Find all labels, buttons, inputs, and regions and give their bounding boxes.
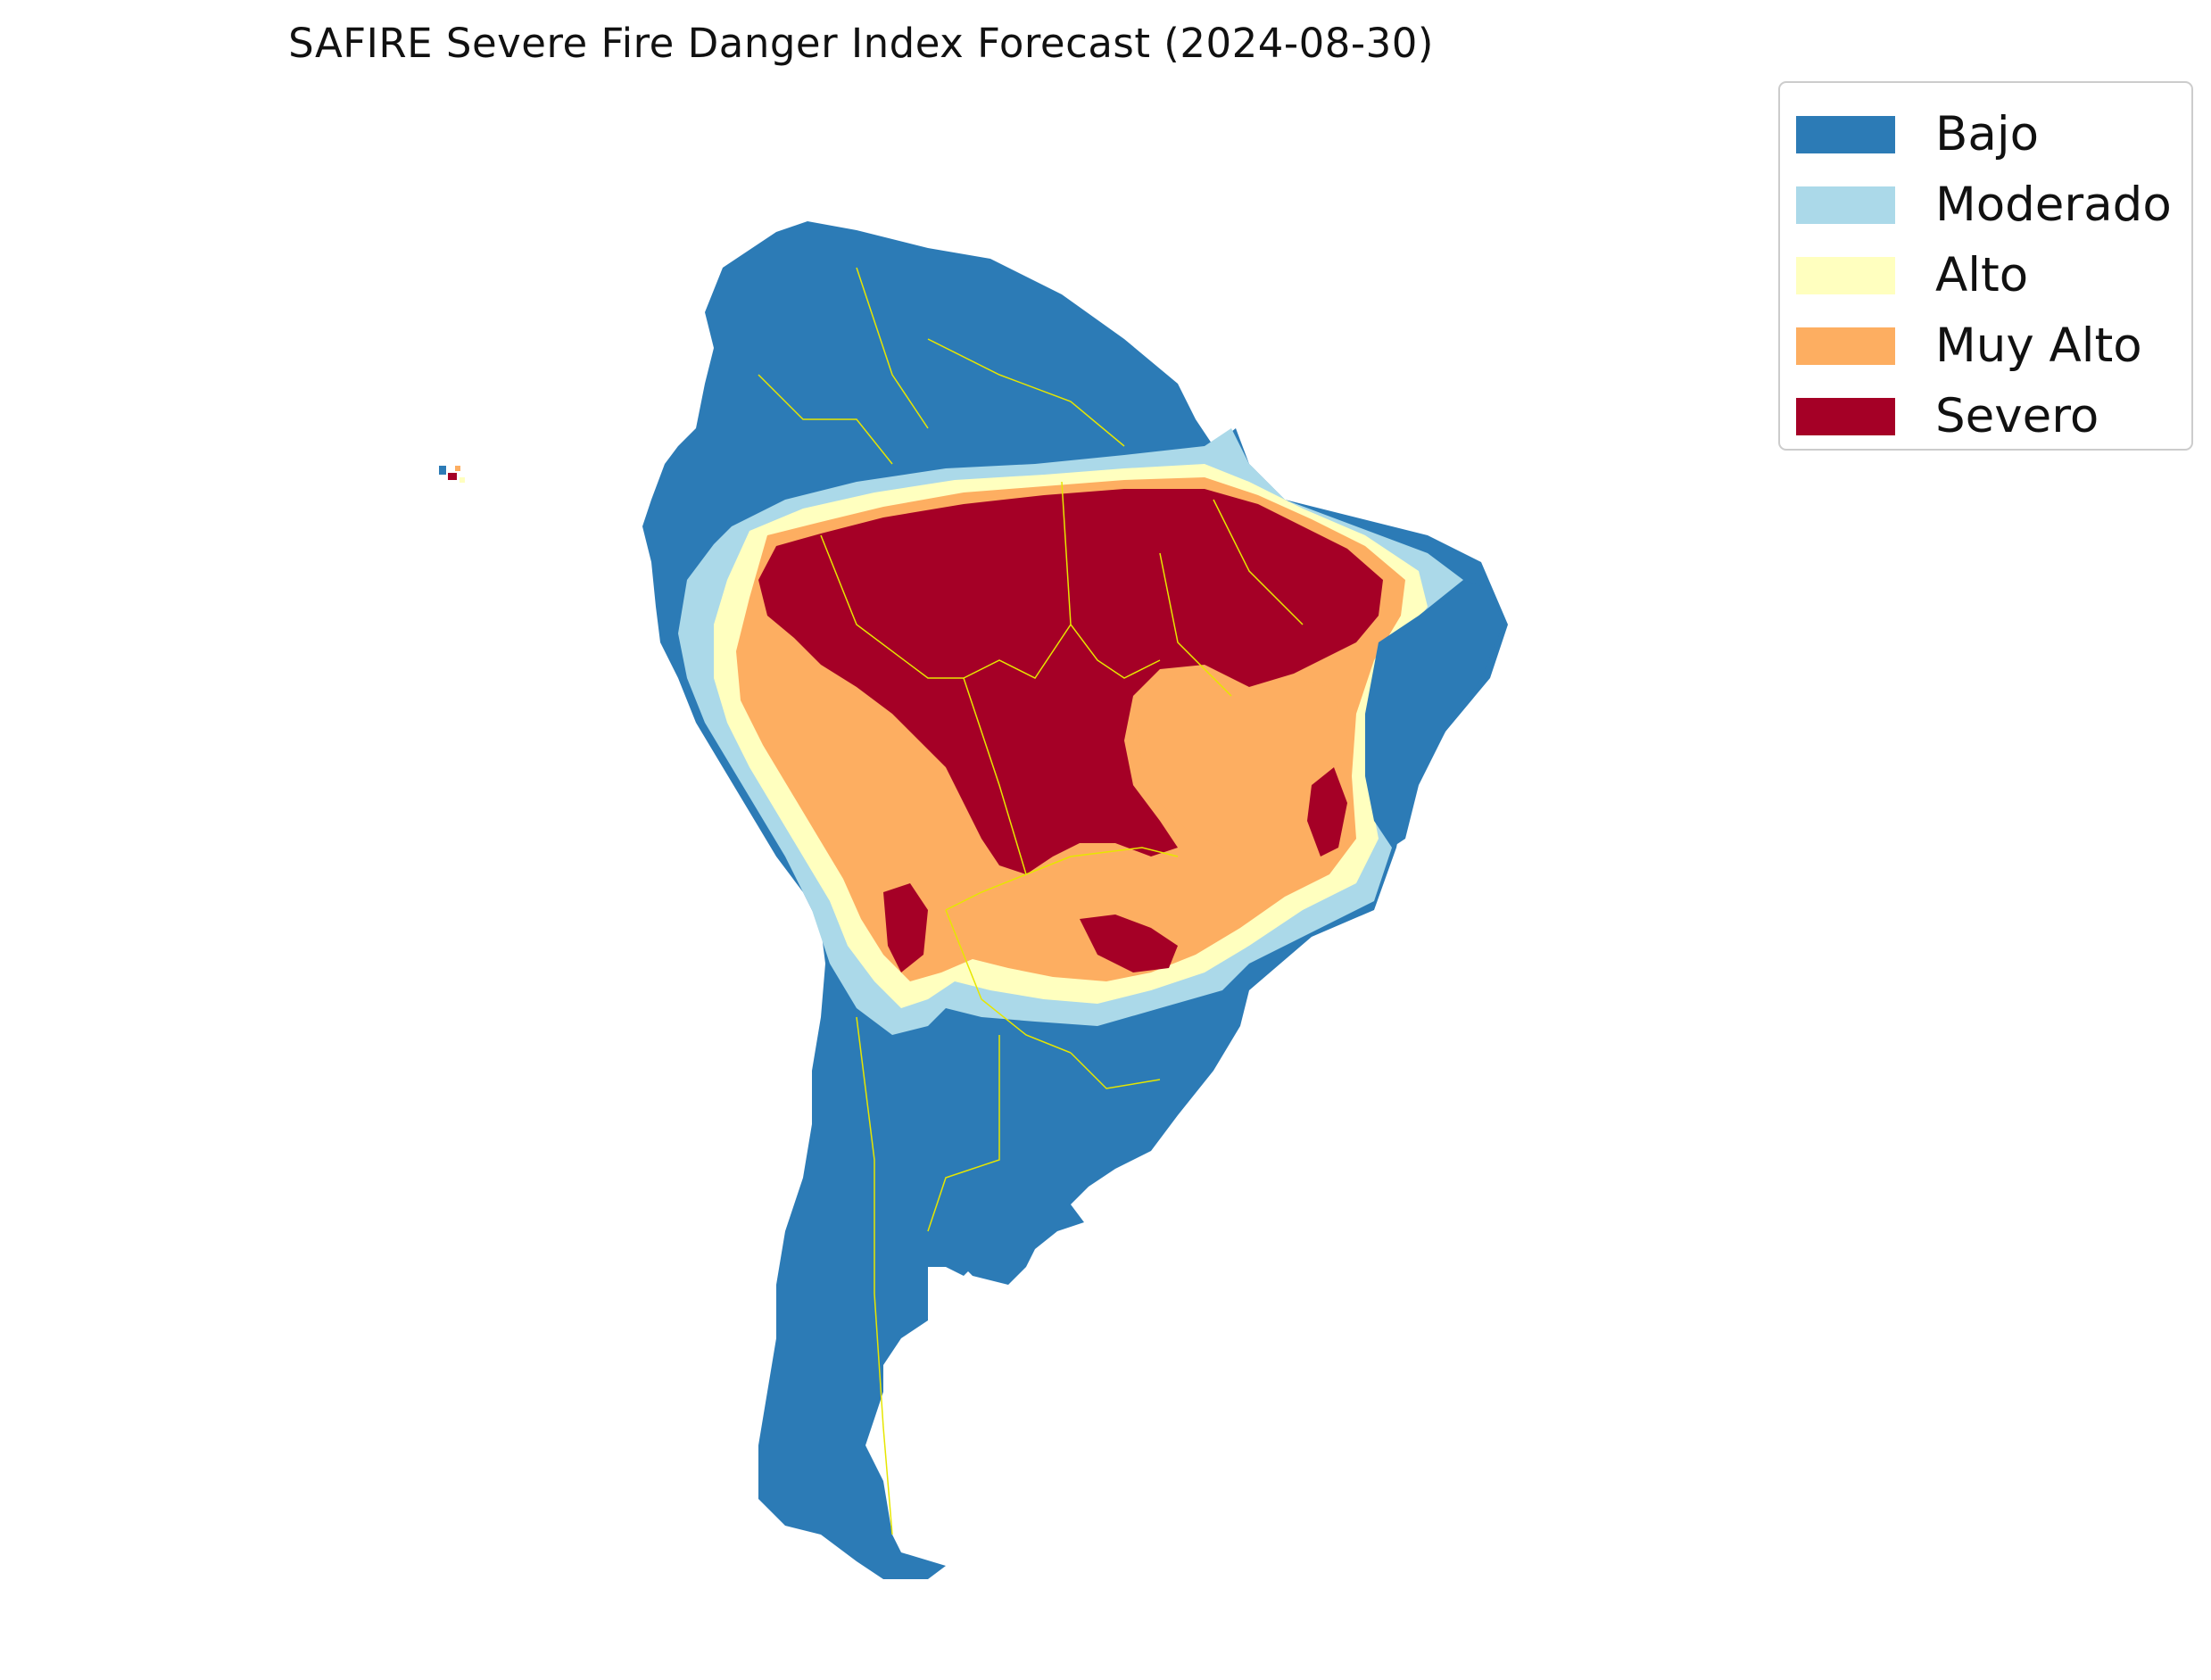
country-borders	[758, 267, 1304, 1535]
legend-swatch-bajo	[1796, 115, 1895, 153]
legend-label-bajo: Bajo	[1935, 107, 2039, 161]
legend-swatch-severo	[1796, 397, 1895, 435]
legend-swatch-muy-alto	[1796, 327, 1895, 365]
legend-item-alto: Alto	[1796, 240, 2191, 310]
legend-swatch-moderado	[1796, 186, 1895, 224]
region-severo-patch-south	[1080, 914, 1178, 972]
region-severo-patch-east	[1307, 767, 1347, 857]
legend-item-moderado: Moderado	[1796, 170, 2191, 240]
legend-item-bajo: Bajo	[1796, 99, 2191, 170]
region-severo	[758, 489, 1383, 874]
legend-label-severo: Severo	[1935, 389, 2099, 443]
legend-item-muy-alto: Muy Alto	[1796, 310, 2191, 381]
region-muy-alto-patch	[1138, 669, 1347, 857]
galapagos-islands	[439, 466, 465, 483]
legend-label-moderado: Moderado	[1935, 178, 2172, 232]
region-bajo-east-coast	[1365, 580, 1503, 848]
legend-label-alto: Alto	[1935, 248, 2029, 302]
legend-swatch-alto	[1796, 256, 1895, 294]
legend-label-muy-alto: Muy Alto	[1935, 319, 2142, 373]
chart-title: SAFIRE Severe Fire Danger Index Forecast…	[288, 20, 1434, 67]
legend: Bajo Moderado Alto Muy Alto Severo	[1778, 81, 2193, 451]
region-severo-patch-andes	[883, 883, 928, 972]
legend-item-severo: Severo	[1796, 381, 2191, 451]
